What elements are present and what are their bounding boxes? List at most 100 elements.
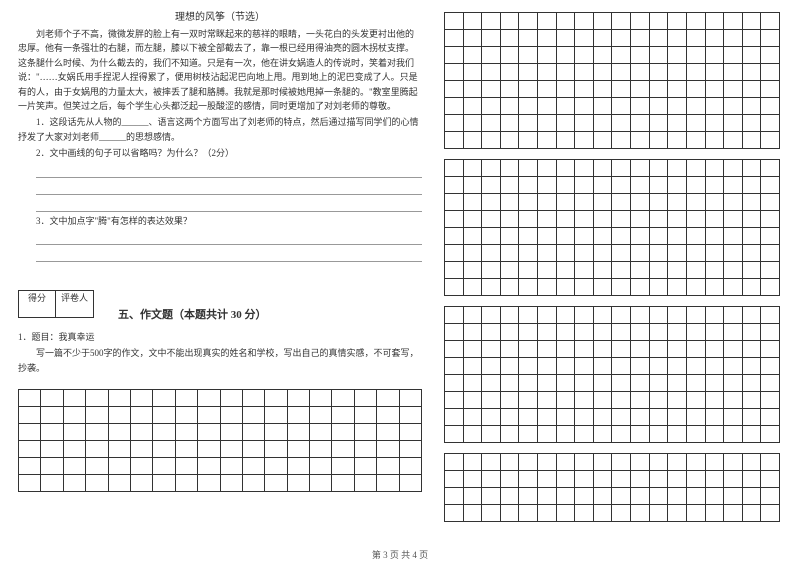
writing-cell[interactable] (706, 30, 725, 47)
writing-cell[interactable] (538, 324, 557, 341)
writing-cell[interactable] (482, 160, 501, 177)
writing-cell[interactable] (706, 262, 725, 279)
writing-cell[interactable] (557, 115, 576, 132)
writing-cell[interactable] (519, 471, 538, 488)
writing-cell[interactable] (501, 64, 520, 81)
writing-cell[interactable] (743, 13, 762, 30)
writing-cell[interactable] (464, 177, 483, 194)
writing-cell[interactable] (243, 441, 265, 458)
writing-cell[interactable] (650, 488, 669, 505)
writing-cell[interactable] (724, 245, 743, 262)
writing-cell[interactable] (445, 341, 464, 358)
writing-cell[interactable] (519, 98, 538, 115)
writing-cell[interactable] (538, 245, 557, 262)
writing-cell[interactable] (377, 424, 399, 441)
writing-cell[interactable] (355, 475, 377, 492)
writing-cell[interactable] (221, 424, 243, 441)
writing-cell[interactable] (109, 441, 131, 458)
writing-cell[interactable] (724, 13, 743, 30)
writing-cell[interactable] (687, 47, 706, 64)
writing-cell[interactable] (743, 194, 762, 211)
writing-grid-right-4[interactable] (444, 453, 780, 522)
writing-cell[interactable] (198, 424, 220, 441)
writing-cell[interactable] (743, 341, 762, 358)
writing-cell[interactable] (761, 375, 780, 392)
writing-cell[interactable] (41, 441, 63, 458)
writing-cell[interactable] (557, 132, 576, 149)
writing-cell[interactable] (594, 426, 613, 443)
writing-cell[interactable] (310, 475, 332, 492)
writing-cell[interactable] (650, 341, 669, 358)
writing-cell[interactable] (445, 409, 464, 426)
writing-cell[interactable] (538, 279, 557, 296)
writing-cell[interactable] (594, 488, 613, 505)
writing-cell[interactable] (706, 505, 725, 522)
writing-cell[interactable] (612, 505, 631, 522)
writing-cell[interactable] (19, 424, 41, 441)
writing-cell[interactable] (575, 426, 594, 443)
writing-cell[interactable] (445, 64, 464, 81)
writing-cell[interactable] (668, 358, 687, 375)
writing-cell[interactable] (519, 409, 538, 426)
writing-cell[interactable] (687, 307, 706, 324)
writing-cell[interactable] (482, 505, 501, 522)
answer-line[interactable] (36, 197, 422, 212)
writing-cell[interactable] (519, 358, 538, 375)
writing-cell[interactable] (538, 160, 557, 177)
writing-cell[interactable] (631, 505, 650, 522)
writing-cell[interactable] (445, 132, 464, 149)
writing-cell[interactable] (650, 471, 669, 488)
writing-cell[interactable] (575, 307, 594, 324)
writing-cell[interactable] (538, 194, 557, 211)
writing-cell[interactable] (445, 81, 464, 98)
writing-cell[interactable] (153, 390, 175, 407)
writing-cell[interactable] (668, 115, 687, 132)
writing-cell[interactable] (575, 98, 594, 115)
writing-cell[interactable] (482, 262, 501, 279)
writing-cell[interactable] (501, 13, 520, 30)
writing-cell[interactable] (445, 194, 464, 211)
writing-cell[interactable] (400, 475, 422, 492)
writing-cell[interactable] (575, 64, 594, 81)
writing-cell[interactable] (668, 307, 687, 324)
writing-cell[interactable] (575, 132, 594, 149)
writing-cell[interactable] (445, 262, 464, 279)
writing-cell[interactable] (198, 390, 220, 407)
writing-cell[interactable] (575, 279, 594, 296)
writing-cell[interactable] (631, 194, 650, 211)
writing-cell[interactable] (501, 392, 520, 409)
writing-cell[interactable] (19, 475, 41, 492)
writing-cell[interactable] (706, 488, 725, 505)
writing-cell[interactable] (612, 358, 631, 375)
writing-cell[interactable] (464, 341, 483, 358)
writing-cell[interactable] (445, 177, 464, 194)
writing-cell[interactable] (743, 245, 762, 262)
writing-cell[interactable] (176, 441, 198, 458)
writing-cell[interactable] (557, 488, 576, 505)
writing-cell[interactable] (538, 375, 557, 392)
writing-cell[interactable] (86, 424, 108, 441)
writing-cell[interactable] (594, 279, 613, 296)
writing-cell[interactable] (377, 441, 399, 458)
writing-cell[interactable] (557, 358, 576, 375)
writing-cell[interactable] (743, 392, 762, 409)
writing-cell[interactable] (519, 13, 538, 30)
writing-cell[interactable] (761, 228, 780, 245)
writing-cell[interactable] (332, 458, 354, 475)
writing-cell[interactable] (198, 475, 220, 492)
writing-cell[interactable] (377, 390, 399, 407)
writing-cell[interactable] (743, 228, 762, 245)
writing-cell[interactable] (501, 132, 520, 149)
writing-cell[interactable] (355, 441, 377, 458)
writing-cell[interactable] (761, 358, 780, 375)
writing-cell[interactable] (724, 64, 743, 81)
writing-cell[interactable] (310, 407, 332, 424)
writing-cell[interactable] (743, 409, 762, 426)
writing-cell[interactable] (176, 475, 198, 492)
writing-cell[interactable] (724, 471, 743, 488)
writing-cell[interactable] (64, 441, 86, 458)
writing-cell[interactable] (594, 358, 613, 375)
writing-cell[interactable] (668, 375, 687, 392)
writing-cell[interactable] (668, 426, 687, 443)
writing-cell[interactable] (706, 228, 725, 245)
